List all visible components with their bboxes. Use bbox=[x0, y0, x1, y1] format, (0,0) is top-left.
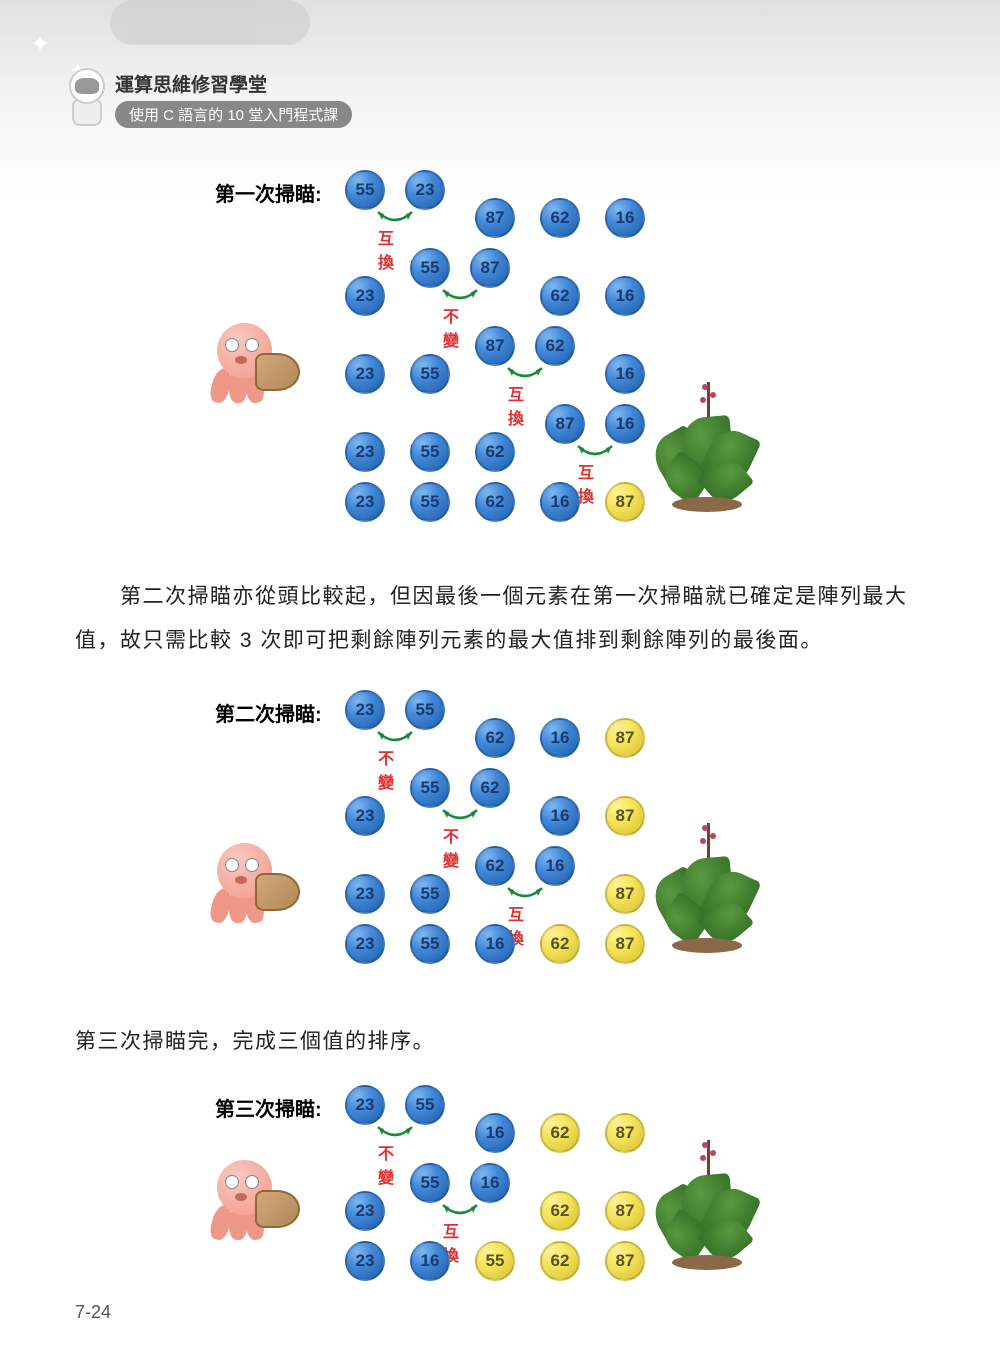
number-ball: 16 bbox=[540, 796, 580, 836]
number-ball: 16 bbox=[540, 718, 580, 758]
paragraph-1: 第二次掃瞄亦從頭比較起，但因最後一個元素在第一次掃瞄就已確定是陣列最大值，故只需… bbox=[75, 575, 925, 663]
number-ball: 62 bbox=[540, 1113, 580, 1153]
number-ball: 87 bbox=[605, 924, 645, 964]
number-ball: 87 bbox=[605, 1113, 645, 1153]
number-ball: 55 bbox=[405, 690, 445, 730]
number-ball: 87 bbox=[605, 718, 645, 758]
scan-label: 第一次掃瞄: bbox=[215, 178, 322, 207]
number-ball: 55 bbox=[410, 248, 450, 288]
octopus-icon bbox=[207, 318, 302, 398]
number-ball: 87 bbox=[475, 326, 515, 366]
scan-label: 第二次掃瞄: bbox=[215, 698, 322, 727]
number-ball: 55 bbox=[410, 768, 450, 808]
number-ball: 87 bbox=[605, 482, 645, 522]
number-ball: 16 bbox=[605, 276, 645, 316]
number-ball: 16 bbox=[475, 1113, 515, 1153]
swap-label: 不變 bbox=[378, 745, 394, 793]
number-ball: 62 bbox=[540, 924, 580, 964]
number-ball: 23 bbox=[345, 874, 385, 914]
number-ball: 62 bbox=[540, 198, 580, 238]
number-ball: 16 bbox=[475, 924, 515, 964]
number-ball: 55 bbox=[410, 874, 450, 914]
swap-label: 不變 bbox=[443, 303, 459, 351]
number-ball: 62 bbox=[540, 276, 580, 316]
number-ball: 16 bbox=[605, 198, 645, 238]
number-ball: 55 bbox=[410, 482, 450, 522]
number-ball: 62 bbox=[475, 718, 515, 758]
number-ball: 16 bbox=[605, 354, 645, 394]
number-ball: 23 bbox=[345, 1241, 385, 1281]
number-ball: 55 bbox=[410, 354, 450, 394]
number-ball: 23 bbox=[345, 482, 385, 522]
number-ball: 87 bbox=[545, 404, 585, 444]
number-ball: 23 bbox=[345, 276, 385, 316]
number-ball: 87 bbox=[605, 1241, 645, 1281]
header-subtitle: 使用 C 語言的 10 堂入門程式課 bbox=[115, 101, 352, 128]
number-ball: 23 bbox=[345, 432, 385, 472]
swap-label: 不變 bbox=[443, 823, 459, 871]
number-ball: 55 bbox=[410, 432, 450, 472]
number-ball: 23 bbox=[345, 1191, 385, 1231]
number-ball: 23 bbox=[345, 354, 385, 394]
number-ball: 16 bbox=[605, 404, 645, 444]
paragraph-2: 第三次掃瞄完，完成三個值的排序。 bbox=[75, 1020, 925, 1064]
number-ball: 16 bbox=[470, 1163, 510, 1203]
number-ball: 62 bbox=[475, 482, 515, 522]
plant-icon bbox=[652, 1170, 762, 1270]
number-ball: 55 bbox=[410, 924, 450, 964]
number-ball: 62 bbox=[540, 1241, 580, 1281]
number-ball: 62 bbox=[475, 432, 515, 472]
number-ball: 62 bbox=[470, 768, 510, 808]
number-ball: 55 bbox=[475, 1241, 515, 1281]
swap-label: 互換 bbox=[508, 381, 524, 429]
number-ball: 23 bbox=[405, 170, 445, 210]
number-ball: 55 bbox=[410, 1163, 450, 1203]
octopus-icon bbox=[207, 838, 302, 918]
header-title: 運算思維修習學堂 bbox=[115, 70, 352, 97]
astronaut-icon bbox=[62, 68, 112, 128]
swap-label: 不變 bbox=[378, 1140, 394, 1188]
number-ball: 23 bbox=[345, 796, 385, 836]
number-ball: 23 bbox=[345, 1085, 385, 1125]
cloud-decoration bbox=[110, 0, 310, 45]
number-ball: 55 bbox=[345, 170, 385, 210]
page-number: 7-24 bbox=[75, 1302, 111, 1323]
number-ball: 87 bbox=[470, 248, 510, 288]
plant-icon bbox=[652, 853, 762, 953]
swap-label: 互換 bbox=[378, 225, 394, 273]
number-ball: 87 bbox=[475, 198, 515, 238]
number-ball: 62 bbox=[535, 326, 575, 366]
number-ball: 87 bbox=[605, 874, 645, 914]
number-ball: 16 bbox=[535, 846, 575, 886]
swap-label: 互換 bbox=[578, 459, 594, 507]
octopus-icon bbox=[207, 1155, 302, 1235]
number-ball: 23 bbox=[345, 690, 385, 730]
number-ball: 87 bbox=[605, 796, 645, 836]
number-ball: 55 bbox=[405, 1085, 445, 1125]
plant-icon bbox=[652, 412, 762, 512]
number-ball: 62 bbox=[475, 846, 515, 886]
number-ball: 62 bbox=[540, 1191, 580, 1231]
scan-label: 第三次掃瞄: bbox=[215, 1093, 322, 1122]
number-ball: 16 bbox=[540, 482, 580, 522]
star-icon: ✦ bbox=[30, 30, 50, 59]
number-ball: 87 bbox=[605, 1191, 645, 1231]
page-header: 運算思維修習學堂 使用 C 語言的 10 堂入門程式課 bbox=[115, 70, 352, 128]
number-ball: 23 bbox=[345, 924, 385, 964]
number-ball: 16 bbox=[410, 1241, 450, 1281]
